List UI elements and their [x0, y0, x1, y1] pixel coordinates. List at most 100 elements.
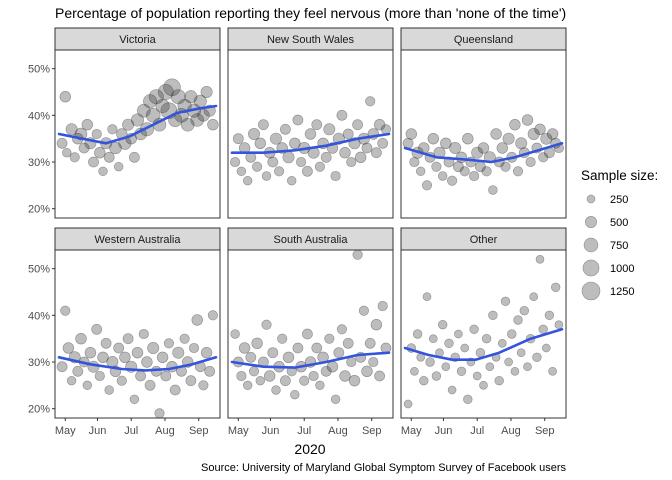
- data-point: [274, 166, 285, 177]
- data-point: [504, 357, 513, 367]
- y-tick-label: 20%: [28, 204, 50, 216]
- data-point: [405, 128, 417, 140]
- data-point: [472, 371, 482, 381]
- legend-key: [586, 194, 596, 204]
- data-point: [271, 385, 281, 395]
- data-point: [103, 151, 115, 163]
- panel-victoria: Victoria 20% 30% 40% 50%: [28, 27, 221, 219]
- data-point: [449, 142, 462, 154]
- data-point: [163, 338, 174, 349]
- panel-area: [227, 49, 394, 219]
- data-point: [541, 343, 551, 353]
- data-point: [104, 385, 114, 395]
- data-point: [280, 375, 291, 387]
- data-point: [352, 119, 363, 131]
- data-point: [81, 118, 94, 131]
- data-point: [459, 166, 470, 177]
- x-tick-label: May: [228, 425, 249, 437]
- data-point: [320, 151, 332, 163]
- data-point: [403, 399, 413, 409]
- data-point: [98, 166, 108, 177]
- points: [403, 254, 564, 409]
- data-point: [326, 361, 339, 373]
- legend-label: 250: [610, 194, 628, 206]
- data-point: [308, 370, 319, 382]
- data-point: [512, 166, 524, 177]
- legend-key: [583, 237, 599, 253]
- y-tick-label: 50%: [28, 264, 50, 276]
- data-point: [477, 142, 490, 154]
- data-point: [546, 128, 559, 140]
- data-point: [62, 147, 72, 158]
- data-point: [113, 161, 124, 172]
- data-point: [122, 333, 134, 345]
- data-point: [371, 147, 382, 159]
- data-point: [78, 142, 90, 154]
- data-point: [510, 366, 520, 376]
- data-point: [236, 166, 247, 177]
- data-point: [290, 389, 300, 400]
- data-point: [94, 147, 106, 159]
- data-point: [286, 175, 297, 186]
- data-point: [330, 170, 341, 182]
- data-point: [544, 310, 555, 321]
- data-point: [207, 118, 219, 131]
- y-tick-label: 40%: [28, 110, 50, 122]
- data-point: [204, 365, 216, 377]
- legend-label: 1000: [610, 263, 634, 275]
- data-point: [455, 151, 468, 164]
- data-point: [87, 360, 100, 373]
- data-point: [150, 365, 162, 377]
- data-point: [380, 124, 391, 135]
- data-point: [304, 128, 317, 140]
- data-point: [509, 118, 521, 131]
- panel-area: [54, 49, 221, 219]
- data-point: [333, 347, 345, 359]
- panel-area: [227, 249, 394, 419]
- data-point: [75, 333, 87, 345]
- data-point: [148, 89, 164, 105]
- data-point: [444, 338, 454, 349]
- data-point: [270, 132, 282, 145]
- data-point: [267, 347, 279, 359]
- data-point: [421, 180, 433, 191]
- data-point: [507, 329, 517, 339]
- panel-area: [400, 249, 567, 419]
- data-point: [280, 123, 291, 135]
- data-point: [311, 342, 323, 354]
- data-point: [437, 171, 448, 181]
- data-point: [342, 337, 354, 349]
- data-point: [130, 113, 145, 127]
- data-point: [377, 137, 389, 149]
- data-point: [428, 334, 438, 344]
- data-point: [255, 375, 266, 386]
- data-point: [129, 151, 140, 163]
- data-point: [368, 356, 379, 368]
- points: [56, 305, 218, 419]
- data-point: [523, 362, 532, 372]
- data-point: [282, 351, 295, 363]
- data-point: [157, 84, 174, 100]
- legend-key: [582, 259, 600, 277]
- data-point: [377, 300, 388, 312]
- data-point: [315, 380, 325, 391]
- data-point: [460, 343, 470, 353]
- legend-key: [581, 281, 601, 301]
- data-point: [72, 365, 84, 377]
- data-point: [515, 137, 528, 150]
- data-point: [412, 329, 423, 339]
- caption: Source: University of Maryland Global Sy…: [201, 462, 566, 474]
- points: [402, 114, 564, 195]
- facet-strip-label: Victoria: [119, 34, 156, 46]
- x-tick-label: Jul: [124, 425, 138, 437]
- x-tick-label: May: [55, 425, 76, 437]
- data-point: [59, 90, 72, 103]
- data-point: [481, 333, 492, 344]
- data-point: [554, 320, 564, 330]
- data-point: [502, 132, 515, 145]
- data-point: [453, 161, 464, 173]
- data-point: [156, 351, 169, 363]
- data-point: [200, 347, 213, 359]
- data-point: [339, 147, 351, 159]
- data-point: [292, 342, 304, 354]
